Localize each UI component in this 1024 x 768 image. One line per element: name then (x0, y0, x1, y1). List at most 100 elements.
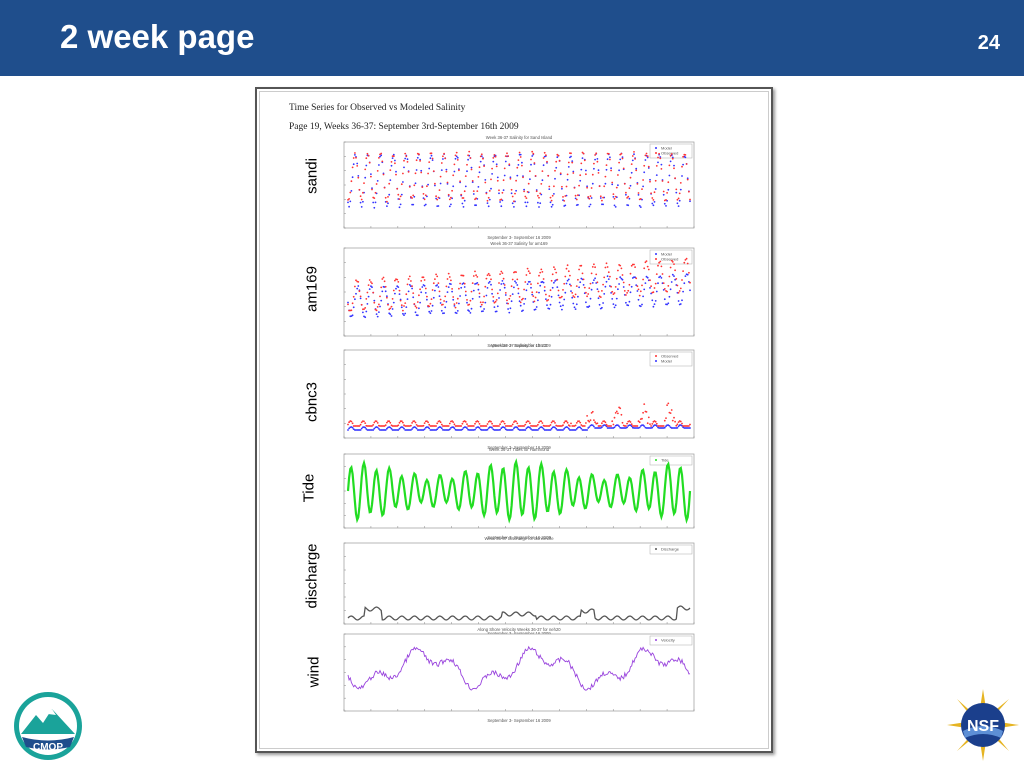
model-point (524, 429, 527, 431)
observed-point (646, 422, 649, 425)
model-point (455, 155, 458, 158)
model-point (549, 303, 552, 306)
observed-point (683, 261, 686, 264)
model-point (590, 197, 593, 199)
model-point (386, 205, 388, 208)
model-point (679, 188, 682, 191)
observed-point (456, 159, 459, 161)
model-point (348, 427, 350, 430)
model-point (503, 174, 506, 177)
model-point (617, 184, 619, 187)
model-point (570, 290, 572, 292)
observed-point (370, 175, 372, 178)
model-point (657, 161, 659, 164)
observed-point (427, 172, 429, 175)
observed-point (638, 421, 641, 424)
observed-point (650, 285, 652, 288)
observed-point (405, 293, 408, 296)
model-point (531, 293, 534, 296)
model-point (426, 298, 428, 301)
observed-point (406, 283, 409, 286)
model-point (452, 185, 455, 188)
observed-point (432, 282, 435, 285)
model-point (594, 158, 596, 161)
model-point (347, 429, 349, 431)
observed-point (633, 151, 635, 153)
model-point (391, 308, 394, 310)
model-point (541, 179, 544, 182)
legend-box (649, 635, 693, 646)
observed-point (408, 186, 411, 188)
observed-point (596, 160, 599, 163)
model-point (468, 310, 471, 312)
observed-point (365, 157, 368, 160)
model-point (572, 170, 575, 173)
observed-point (591, 173, 594, 176)
observed-point (661, 273, 664, 275)
model-point (414, 182, 417, 185)
model-point (566, 279, 569, 282)
observed-point (349, 191, 352, 194)
observed-point (566, 421, 569, 424)
observed-point (669, 266, 672, 269)
model-point (453, 427, 456, 430)
observed-point (671, 419, 674, 422)
observed-point (475, 274, 477, 277)
model-point (431, 304, 434, 307)
model-point (371, 286, 373, 289)
model-point (551, 286, 554, 289)
observed-point (575, 198, 578, 201)
observed-point (366, 152, 369, 155)
observed-point (429, 302, 432, 305)
observed-point (645, 152, 648, 155)
model-point (682, 290, 684, 293)
model-point (402, 312, 404, 315)
model-point (604, 182, 607, 185)
model-point (686, 177, 689, 180)
observed-point (630, 163, 633, 166)
model-point (605, 280, 608, 283)
observed-point (619, 264, 622, 267)
model-point (606, 275, 609, 278)
model-point (368, 288, 371, 290)
observed-point (455, 151, 458, 154)
observed-point (554, 268, 556, 271)
observed-point (615, 410, 618, 413)
observed-point (601, 290, 603, 292)
observed-point (613, 197, 616, 200)
model-point (400, 193, 403, 196)
observed-point (476, 190, 479, 193)
model-point (424, 292, 427, 294)
observed-point (359, 195, 362, 198)
model-point (543, 289, 546, 292)
model-point (548, 188, 551, 191)
model-point (503, 286, 506, 289)
observed-point (557, 289, 560, 292)
observed-point (381, 278, 384, 280)
model-point (684, 275, 687, 277)
model-point (502, 189, 505, 192)
observed-point (627, 289, 630, 292)
observed-point (623, 182, 626, 185)
observed-point (588, 287, 591, 289)
observed-point (550, 279, 553, 282)
model-point (667, 302, 670, 305)
model-point (668, 174, 671, 177)
observed-point (659, 260, 662, 263)
model-point (612, 303, 615, 305)
observed-point (422, 276, 425, 279)
model-point (397, 286, 400, 288)
observed-point (485, 192, 488, 195)
observed-point (399, 195, 402, 198)
observed-point (415, 306, 418, 309)
observed-point (625, 425, 627, 427)
observed-point (354, 285, 356, 288)
model-point (491, 427, 493, 429)
model-point (429, 312, 432, 315)
model-point (589, 203, 592, 206)
observed-point (545, 293, 547, 296)
model-point (649, 178, 651, 181)
observed-point (471, 282, 474, 284)
observed-point (502, 420, 505, 423)
observed-point (506, 152, 508, 155)
